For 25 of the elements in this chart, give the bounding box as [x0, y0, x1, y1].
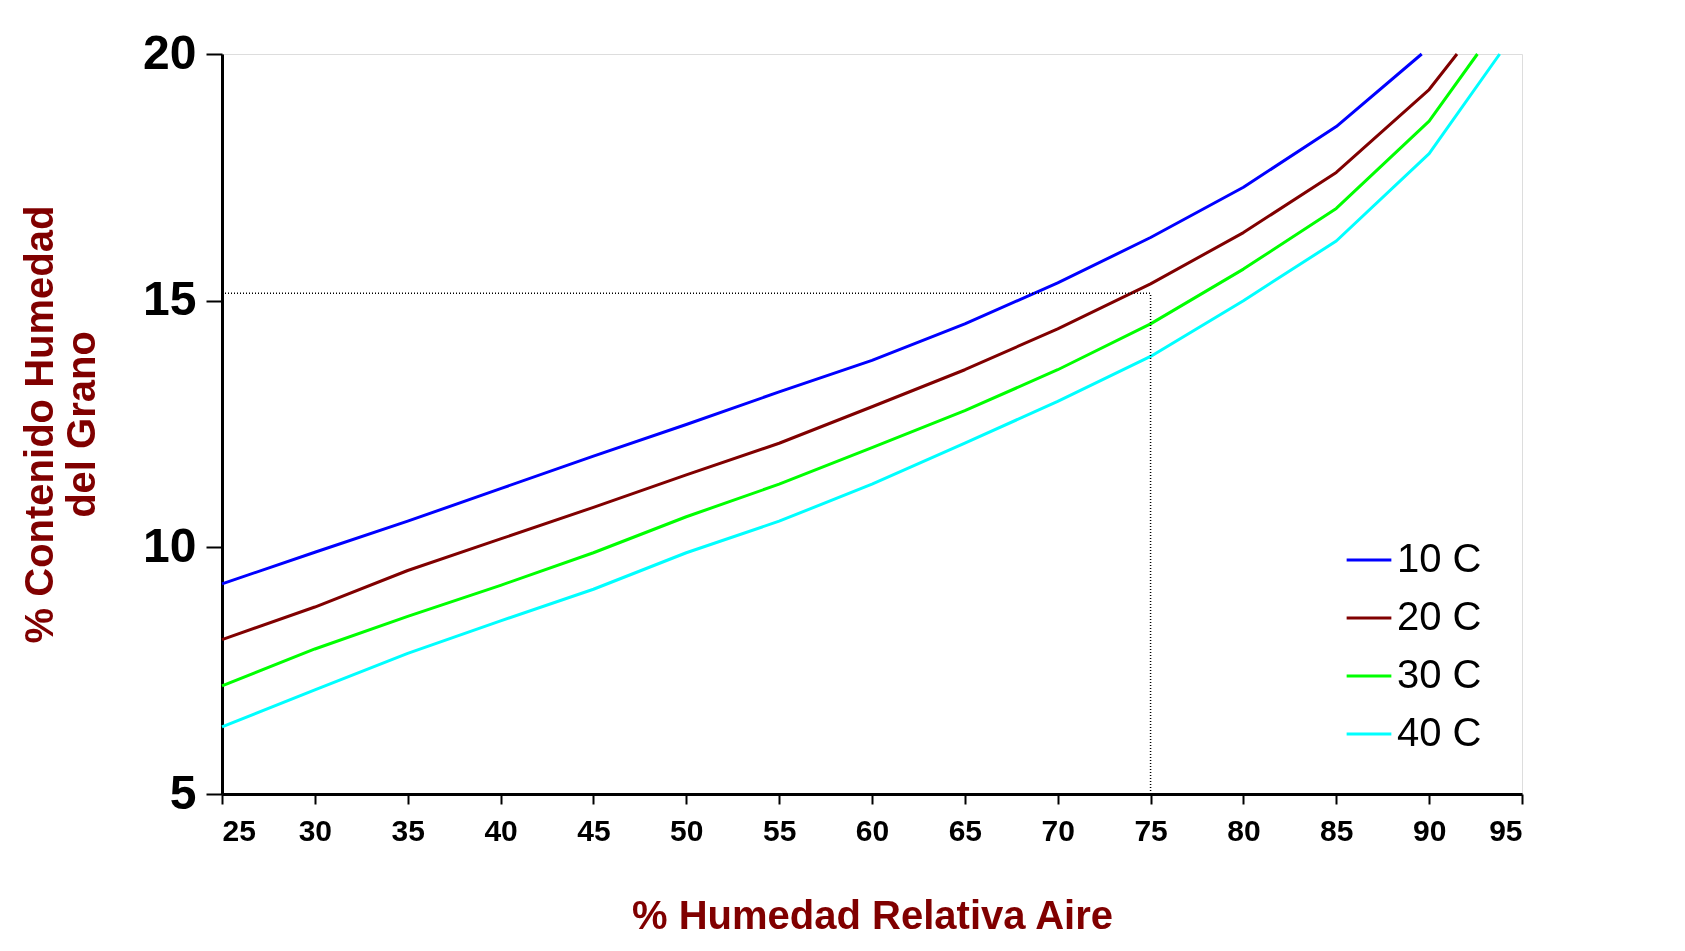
x-tick-label: 95 — [1489, 813, 1523, 847]
x-tick-label: 65 — [948, 813, 983, 847]
x-tick-label: 60 — [855, 813, 890, 847]
y-tick-label: 15 — [143, 272, 197, 326]
x-tick-label: 90 — [1412, 813, 1447, 847]
x-tick-label: 25 — [222, 813, 256, 847]
x-tick-label: 80 — [1227, 813, 1261, 847]
x-tick-label: 50 — [670, 813, 704, 847]
legend-label: 30 C — [1397, 652, 1482, 696]
x-tick-label: 85 — [1320, 813, 1354, 847]
x-tick-label: 30 — [298, 813, 333, 847]
legend-label: 20 C — [1397, 594, 1482, 638]
y-axis-title: % Contenido Humedad del Grano — [17, 205, 104, 644]
y-tick-label: 10 — [143, 518, 197, 572]
x-tick-label: 75 — [1134, 813, 1168, 847]
x-tick-label: 55 — [762, 813, 797, 847]
y-tick-label: 5 — [169, 765, 197, 819]
x-tick-label: 40 — [484, 813, 518, 847]
x-tick-label: 70 — [1041, 813, 1075, 847]
legend-label: 10 C — [1397, 536, 1482, 580]
legend-label: 40 C — [1397, 710, 1482, 754]
y-tick-label: 20 — [143, 25, 197, 79]
x-tick-label: 35 — [391, 813, 425, 847]
x-tick-label: 45 — [577, 813, 611, 847]
x-axis-title: % Humedad Relativa Aire — [632, 892, 1113, 937]
